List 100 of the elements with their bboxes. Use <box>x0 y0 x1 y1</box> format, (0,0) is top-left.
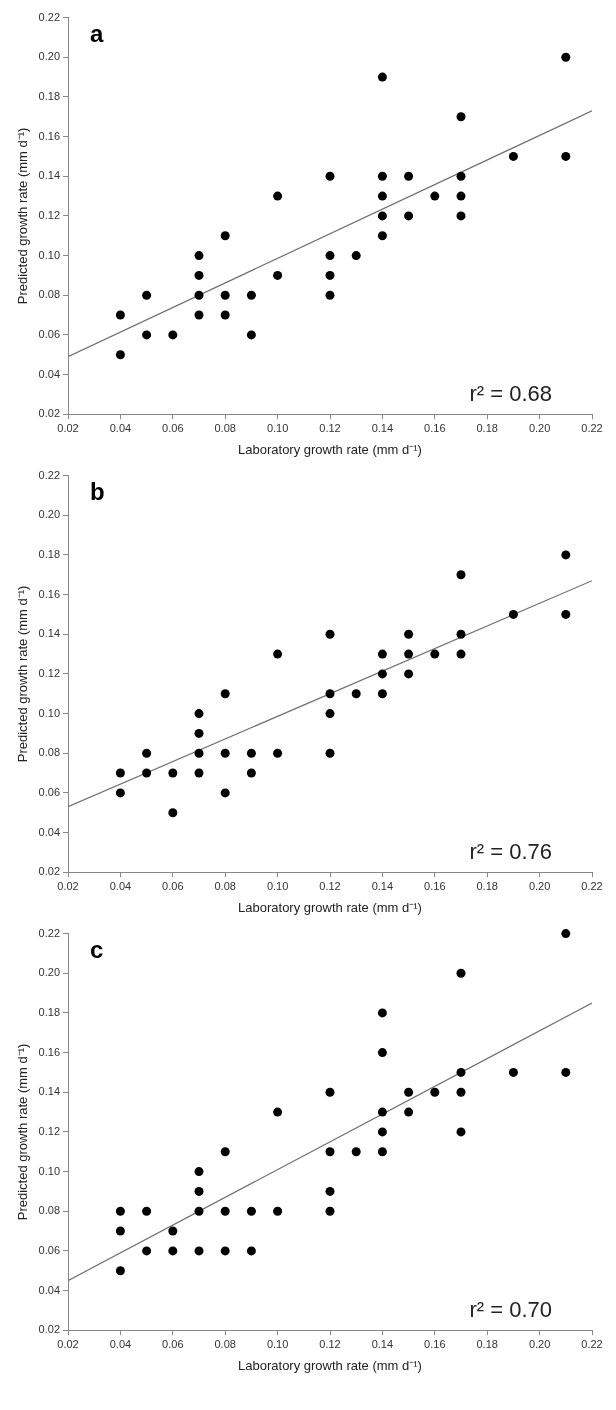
y-tick-label: 0.22 <box>38 468 61 481</box>
y-tick-label: 0.04 <box>38 367 61 380</box>
point <box>325 251 335 261</box>
y-tick-label: 0.08 <box>38 746 61 759</box>
point <box>325 709 335 719</box>
y-tick-label: 0.10 <box>38 1164 61 1177</box>
point <box>377 191 387 201</box>
point <box>194 1206 204 1216</box>
y-tick-label: 0.06 <box>38 1243 61 1256</box>
point <box>456 629 466 639</box>
y-tick-label: 0.14 <box>38 627 61 640</box>
chart-title: b <box>90 478 105 506</box>
point <box>561 609 571 619</box>
point <box>194 310 204 320</box>
point <box>351 689 361 699</box>
y-axis-title: Predicted growth rate (mm d⁻¹) <box>15 1043 31 1221</box>
x-tick-label: 0.18 <box>476 421 498 434</box>
point <box>377 669 387 679</box>
annotation: r² = 0.68 <box>469 381 552 407</box>
x-tick-label: 0.10 <box>266 879 289 892</box>
point <box>194 1167 204 1177</box>
point <box>325 1186 335 1196</box>
point <box>220 1246 230 1256</box>
x-axis-title: Laboratory growth rate (mm d⁻¹) <box>238 1357 422 1373</box>
point <box>508 609 518 619</box>
x-tick-label: 0.02 <box>57 421 79 434</box>
point <box>404 669 414 679</box>
point <box>325 1206 335 1216</box>
point <box>194 748 204 758</box>
point <box>168 808 178 818</box>
y-tick-label: 0.20 <box>38 966 61 979</box>
y-axis-title: Predicted growth rate (mm d⁻¹) <box>15 127 31 305</box>
point <box>456 171 466 181</box>
y-tick-label: 0.14 <box>38 169 61 182</box>
point <box>377 1008 387 1018</box>
point <box>456 1127 466 1137</box>
point <box>220 310 230 320</box>
y-tick-label: 0.06 <box>38 785 61 798</box>
x-tick-label: 0.10 <box>266 421 289 434</box>
y-tick-label: 0.10 <box>38 706 61 719</box>
x-tick-label: 0.12 <box>319 1337 341 1350</box>
point <box>194 768 204 778</box>
point <box>404 649 414 659</box>
point <box>404 1107 414 1117</box>
y-tick-label: 0.18 <box>38 1005 61 1018</box>
point <box>220 1206 230 1216</box>
point <box>325 629 335 639</box>
x-tick-label: 0.06 <box>162 879 184 892</box>
point <box>404 1087 414 1097</box>
x-tick-label: 0.12 <box>319 421 341 434</box>
point <box>194 1246 204 1256</box>
point <box>273 270 283 280</box>
point <box>351 251 361 261</box>
point <box>142 768 152 778</box>
y-tick-label: 0.20 <box>38 50 61 63</box>
y-tick-label: 0.16 <box>38 1045 61 1058</box>
point <box>273 1107 283 1117</box>
point <box>168 1226 178 1236</box>
x-tick-label: 0.08 <box>214 1337 236 1350</box>
point <box>508 1067 518 1077</box>
y-tick-label: 0.12 <box>38 1124 61 1137</box>
x-tick-label: 0.22 <box>581 1337 603 1350</box>
x-tick-label: 0.04 <box>109 879 132 892</box>
point <box>325 290 335 300</box>
y-tick-label: 0.22 <box>38 926 61 939</box>
point <box>194 290 204 300</box>
point <box>325 1087 335 1097</box>
point <box>456 1087 466 1097</box>
point <box>377 1107 387 1117</box>
x-tick-label: 0.20 <box>528 879 551 892</box>
point <box>377 171 387 181</box>
x-tick-label: 0.20 <box>528 1337 551 1350</box>
point <box>168 768 178 778</box>
point <box>561 550 571 560</box>
y-tick-label: 0.04 <box>38 1283 61 1296</box>
x-tick-label: 0.16 <box>424 879 446 892</box>
x-tick-label: 0.14 <box>371 421 394 434</box>
point <box>194 270 204 280</box>
point <box>456 649 466 659</box>
point <box>168 330 178 340</box>
y-tick-label: 0.22 <box>38 10 61 23</box>
point <box>508 151 518 161</box>
y-tick-label: 0.20 <box>38 508 61 521</box>
y-tick-label: 0.18 <box>38 547 61 560</box>
annotation: r² = 0.76 <box>469 839 552 865</box>
point <box>456 112 466 122</box>
point <box>246 290 256 300</box>
x-tick-label: 0.16 <box>424 421 446 434</box>
point <box>246 1206 256 1216</box>
x-tick-label: 0.08 <box>214 879 236 892</box>
x-tick-label: 0.02 <box>57 879 79 892</box>
x-axis-title: Laboratory growth rate (mm d⁻¹) <box>238 899 422 915</box>
point <box>456 191 466 201</box>
point <box>561 151 571 161</box>
point <box>220 1147 230 1157</box>
point <box>404 629 414 639</box>
point <box>246 748 256 758</box>
x-tick-label: 0.06 <box>162 421 184 434</box>
chart-title: c <box>90 936 104 964</box>
point <box>377 1127 387 1137</box>
